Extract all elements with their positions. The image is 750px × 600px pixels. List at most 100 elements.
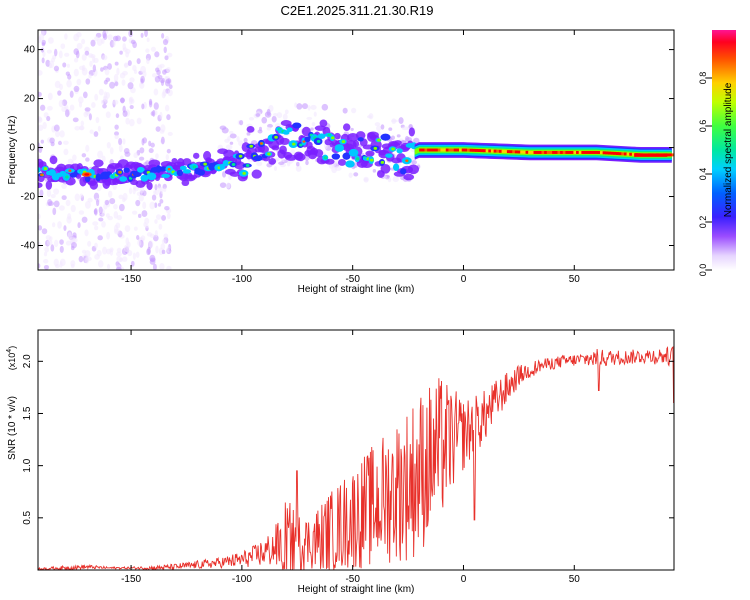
spectrogram-tone-cell <box>437 148 441 152</box>
spectrogram-tone-cell <box>599 151 603 155</box>
spectrogram-scatter-cell <box>148 240 154 249</box>
spectrogram-scatter-cell <box>151 73 158 78</box>
spectrogram-scatter-cell <box>114 61 119 66</box>
spectrogram-scatter-cell <box>154 51 160 58</box>
spectrogram-scatter-cell <box>77 222 81 229</box>
spectrogram-band-cell <box>285 154 297 161</box>
spectrogram-band-cell <box>197 169 206 176</box>
spectrogram-tone-cell <box>589 150 593 154</box>
spectrogram-scatter-cell <box>47 105 53 111</box>
spectrogram-tone-cell <box>605 151 609 155</box>
spectrogram-tone-cell <box>424 148 428 152</box>
spectrogram-tone-cell <box>429 148 433 152</box>
spectrogram-tone-cell <box>464 148 468 152</box>
spectrogram-scatter-cell <box>144 217 150 225</box>
spectrogram-scatter-cell <box>132 185 137 190</box>
spectrogram-band-cell <box>355 157 360 161</box>
spectrogram-scatter-cell <box>159 111 163 120</box>
spectrogram-scatter-cell <box>57 221 62 229</box>
spectrogram-band-cell <box>324 158 335 165</box>
spectrogram-band-cell <box>393 140 402 146</box>
spectrogram-scatter-cell <box>106 141 111 149</box>
spectrogram-scatter-cell <box>63 148 69 156</box>
spectrogram-scatter-cell <box>41 39 46 46</box>
snr-ytick-label: 1.0 <box>22 458 33 472</box>
spectrogram-band-cell <box>380 163 391 174</box>
spectrogram-scatter-cell <box>87 240 92 247</box>
spectrogram-band-cell <box>181 179 190 187</box>
spectrogram-scatter-cell <box>85 78 91 85</box>
spectrogram-tone-cell <box>435 148 439 152</box>
spectrogram-ytick-label: 20 <box>24 94 36 105</box>
spectrogram-scatter-cell <box>97 150 104 159</box>
spectrogram-scatter-cell <box>166 52 173 58</box>
spectrogram-scatter-cell <box>246 131 251 136</box>
spectrogram-scatter-cell <box>243 137 248 143</box>
spectrogram-band-cell <box>249 144 254 148</box>
spectrogram-band-cell <box>348 148 359 157</box>
spectrogram-tone-cell <box>528 150 532 154</box>
spectrogram-scatter-cell <box>38 145 43 153</box>
spectrogram-scatter-cell <box>109 81 116 89</box>
spectrogram-tone-cell <box>597 151 601 154</box>
spectrogram-scatter-cell <box>53 124 60 132</box>
snr-ytick-label: 2.0 <box>22 354 33 368</box>
spectrogram-scatter-cell <box>166 148 171 154</box>
colorbar-tick-label: 0.2 <box>698 216 708 229</box>
spectrogram-scatter-cell <box>50 244 55 252</box>
spectrogram-scatter-cell <box>310 104 317 110</box>
spectrogram-band-cell <box>223 149 235 159</box>
snr-ytick-label: 1.5 <box>22 406 33 420</box>
spectrogram-scatter-cell <box>137 239 142 246</box>
spectrogram-band-cell <box>119 176 128 182</box>
spectrogram-scatter-cell <box>91 102 96 109</box>
spectrogram-scatter-cell <box>106 263 111 270</box>
spectrogram-band-cell <box>161 173 170 179</box>
spectrogram-scatter-cell <box>295 165 302 172</box>
spectrogram-scatter-cell <box>45 235 52 241</box>
spectrogram-scatter-cell <box>282 113 288 121</box>
spectrogram-scatter-cell <box>118 194 124 200</box>
spectrogram-scatter-cell <box>146 248 151 256</box>
spectrogram-scatter-cell <box>73 48 79 55</box>
spectrogram-hot-spot <box>84 173 90 176</box>
spectrogram-scatter-cell <box>70 260 76 267</box>
spectrogram-tone-cell <box>533 150 537 154</box>
spectrogram-scatter-cell <box>296 103 303 110</box>
snr-exponent-power: 4 <box>6 349 13 353</box>
spectrogram-scatter-cell <box>161 239 167 244</box>
spectrogram-scatter-cell <box>113 203 118 210</box>
spectrogram-scatter-cell <box>78 96 84 104</box>
spectrogram-band-cell <box>334 132 341 140</box>
spectrogram-tone-cell <box>485 149 489 153</box>
spectrogram-scatter-cell <box>41 228 48 235</box>
spectrogram-scatter-cell <box>380 124 385 130</box>
spectrogram-scatter-cell <box>157 186 162 193</box>
spectrogram-scatter-cell <box>57 90 62 96</box>
spectrogram-scatter-cell <box>64 33 68 40</box>
spectrogram-scatter-cell <box>94 225 99 231</box>
spectrogram-band-cell <box>245 163 250 167</box>
spectrogram-scatter-cell <box>404 135 410 143</box>
spectrogram-tone-cell <box>536 150 540 154</box>
spectrogram-scatter-cell <box>163 46 167 54</box>
spectrogram-scatter-cell <box>124 151 131 157</box>
spectrogram-band-cell <box>352 140 360 148</box>
spectrogram-scatter-cell <box>139 147 145 154</box>
snr-panel: -150 -100 -50 0 50 0.5 1.0 1.5 2.0 Height of st… <box>6 329 675 595</box>
spectrogram-frame <box>37 29 675 271</box>
spectrogram-scatter-cell <box>155 126 161 132</box>
spectrogram-scatter-cell <box>153 88 159 96</box>
spectrogram-xtick-label: 0 <box>461 274 467 285</box>
spectrogram-scatter-cell <box>112 184 117 190</box>
spectrogram-scatter-cell <box>43 264 50 270</box>
spectrogram-scatter-cell <box>84 229 89 237</box>
spectrogram-scatter-cell <box>145 160 150 166</box>
spectrogram-band-cell <box>405 159 409 162</box>
spectrogram-scatter-cell <box>89 60 93 67</box>
spectrogram-scatter-cell <box>81 216 88 223</box>
spectrogram-tone-cell <box>621 152 625 156</box>
spectrogram-tone-cell <box>496 149 500 153</box>
spectrogram-tone-cell <box>584 150 588 154</box>
spectrogram-scatter-cell <box>63 225 67 232</box>
